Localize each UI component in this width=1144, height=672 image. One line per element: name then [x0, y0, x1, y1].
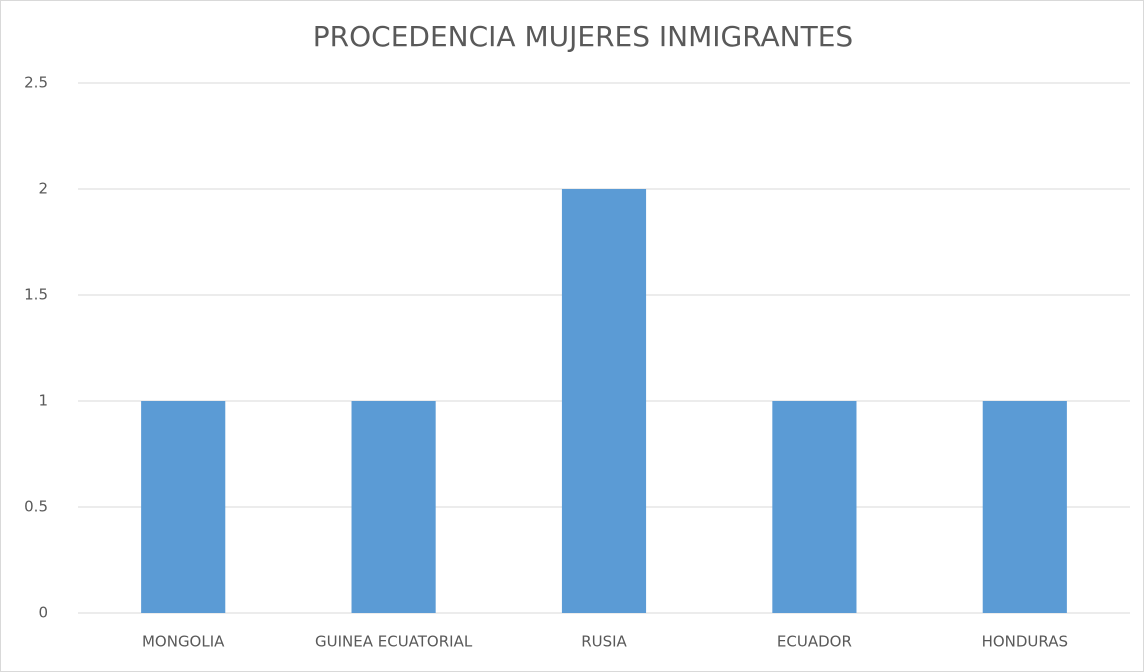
y-tick-label: 0.5 [24, 498, 48, 516]
y-tick-label: 0 [38, 604, 48, 622]
bar [982, 401, 1067, 613]
bar [561, 189, 647, 613]
x-tick-label: ECUADOR [777, 633, 852, 651]
y-tick-label: 2 [38, 180, 48, 198]
bar [772, 401, 857, 613]
chart-title: PROCEDENCIA MUJERES INMIGRANTES [313, 20, 853, 53]
bar [141, 401, 226, 613]
y-tick-label: 1.5 [24, 286, 48, 304]
y-tick-label: 1 [38, 392, 48, 410]
bar [351, 401, 436, 613]
x-tick-label: RUSIA [581, 633, 627, 651]
x-tick-label: HONDURAS [982, 633, 1068, 651]
x-tick-label: GUINEA ECUATORIAL [315, 633, 473, 651]
x-tick-label: MONGOLIA [142, 633, 225, 651]
y-tick-label: 2.5 [24, 74, 48, 92]
